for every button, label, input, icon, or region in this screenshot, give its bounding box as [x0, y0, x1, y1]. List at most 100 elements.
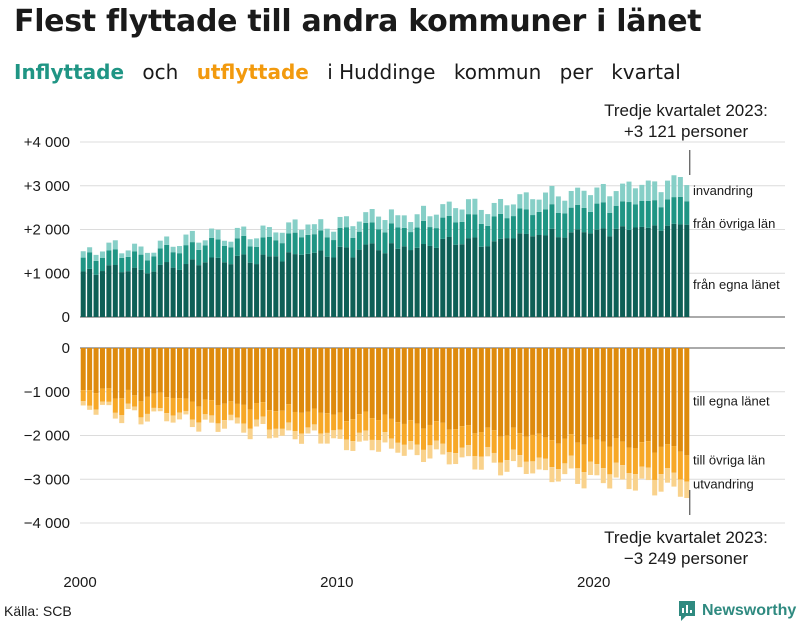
- bar-in-1: [536, 211, 542, 235]
- bar-out-1: [581, 444, 587, 473]
- bar-in-2: [626, 181, 632, 203]
- bar-in-2: [311, 224, 317, 235]
- bar-in-1: [575, 204, 581, 230]
- bar-in-1: [453, 222, 459, 245]
- bar-in-2: [196, 242, 202, 250]
- bar-out-0: [189, 348, 195, 402]
- bar-out-0: [607, 348, 613, 447]
- bar-out-2: [112, 412, 118, 419]
- bar-in-0: [324, 256, 330, 317]
- bar-out-1: [543, 437, 549, 459]
- bar-in-1: [510, 216, 516, 239]
- bar-out-0: [93, 348, 99, 394]
- bar-out-0: [594, 348, 600, 440]
- bar-out-2: [581, 472, 587, 489]
- bar-out-2: [652, 479, 658, 496]
- bar-in-0: [234, 255, 240, 317]
- bar-out-0: [408, 348, 414, 421]
- bar-out-0: [587, 348, 593, 438]
- bar-in-1: [594, 203, 600, 230]
- bar-in-0: [254, 264, 260, 317]
- bar-out-0: [414, 348, 420, 424]
- bar-in-0: [684, 224, 690, 317]
- bar-out-2: [228, 414, 234, 421]
- bar-out-2: [594, 464, 600, 476]
- newsworthy-icon: [679, 601, 695, 621]
- bar-in-0: [241, 254, 247, 317]
- bar-out-2: [183, 410, 189, 415]
- bar-in-0: [626, 229, 632, 317]
- bar-in-2: [164, 236, 170, 245]
- bar-out-0: [170, 348, 176, 398]
- bar-in-2: [543, 192, 549, 210]
- bar-in-2: [645, 180, 651, 201]
- bar-out-1: [337, 412, 343, 430]
- bar-in-0: [485, 246, 491, 317]
- bar-out-1: [305, 411, 311, 428]
- x-tick-label: 2000: [63, 574, 96, 591]
- bar-out-2: [337, 429, 343, 439]
- bar-in-2: [286, 222, 292, 234]
- bar-in-2: [273, 232, 279, 241]
- bar-in-2: [440, 204, 446, 218]
- bar-out-2: [318, 433, 324, 444]
- bar-out-0: [177, 348, 183, 399]
- bar-in-1: [337, 227, 343, 247]
- bar-in-1: [555, 212, 561, 238]
- y-tick-label: +3 000: [24, 178, 70, 195]
- bar-in-2: [202, 240, 208, 246]
- bar-out-0: [196, 348, 202, 407]
- bar-out-0: [677, 348, 683, 452]
- bar-in-0: [331, 257, 337, 317]
- bar-in-2: [613, 191, 619, 206]
- bar-out-2: [446, 452, 452, 465]
- bar-in-2: [337, 216, 343, 228]
- bar-in-1: [382, 232, 388, 254]
- bar-out-0: [639, 348, 645, 443]
- bar-in-0: [369, 243, 375, 317]
- bar-in-1: [157, 248, 163, 265]
- bar-out-0: [279, 348, 285, 411]
- bar-out-2: [356, 432, 362, 442]
- bar-out-1: [677, 451, 683, 480]
- bar-in-0: [523, 233, 529, 317]
- bar-out-2: [639, 466, 645, 479]
- bar-in-0: [620, 226, 626, 317]
- bar-in-2: [555, 196, 561, 213]
- bar-in-0: [427, 245, 433, 317]
- bar-in-1: [363, 222, 369, 245]
- bar-in-1: [491, 216, 497, 242]
- bar-in-2: [215, 229, 221, 240]
- series-label: invandring: [693, 183, 753, 198]
- bar-out-0: [299, 348, 305, 413]
- bar-in-1: [138, 254, 144, 270]
- bar-out-0: [99, 348, 105, 389]
- bar-out-2: [536, 457, 542, 470]
- subtitle-utflyttade: utflyttade: [196, 60, 309, 84]
- bar-out-2: [144, 413, 150, 422]
- bar-out-1: [157, 392, 163, 409]
- y-tick-label: −4 000: [24, 515, 70, 532]
- bar-out-1: [491, 430, 497, 453]
- bar-out-0: [600, 348, 606, 442]
- bar-in-0: [478, 246, 484, 317]
- bar-in-1: [465, 214, 471, 239]
- bar-in-0: [472, 237, 478, 317]
- bar-in-1: [93, 260, 99, 275]
- bar-out-0: [485, 348, 491, 428]
- bar-in-2: [665, 180, 671, 200]
- bar-out-1: [202, 399, 208, 415]
- bar-in-2: [183, 234, 189, 246]
- bar-out-0: [183, 348, 189, 399]
- bar-out-0: [658, 348, 664, 447]
- bar-in-1: [356, 231, 362, 250]
- bar-in-1: [581, 207, 587, 233]
- bar-in-2: [177, 246, 183, 254]
- bar-out-1: [80, 390, 86, 402]
- bar-in-0: [382, 253, 388, 317]
- bar-in-0: [286, 252, 292, 317]
- bar-in-1: [125, 256, 131, 272]
- bar-out-2: [221, 420, 227, 429]
- bar-out-0: [536, 348, 542, 434]
- bar-in-2: [119, 253, 125, 258]
